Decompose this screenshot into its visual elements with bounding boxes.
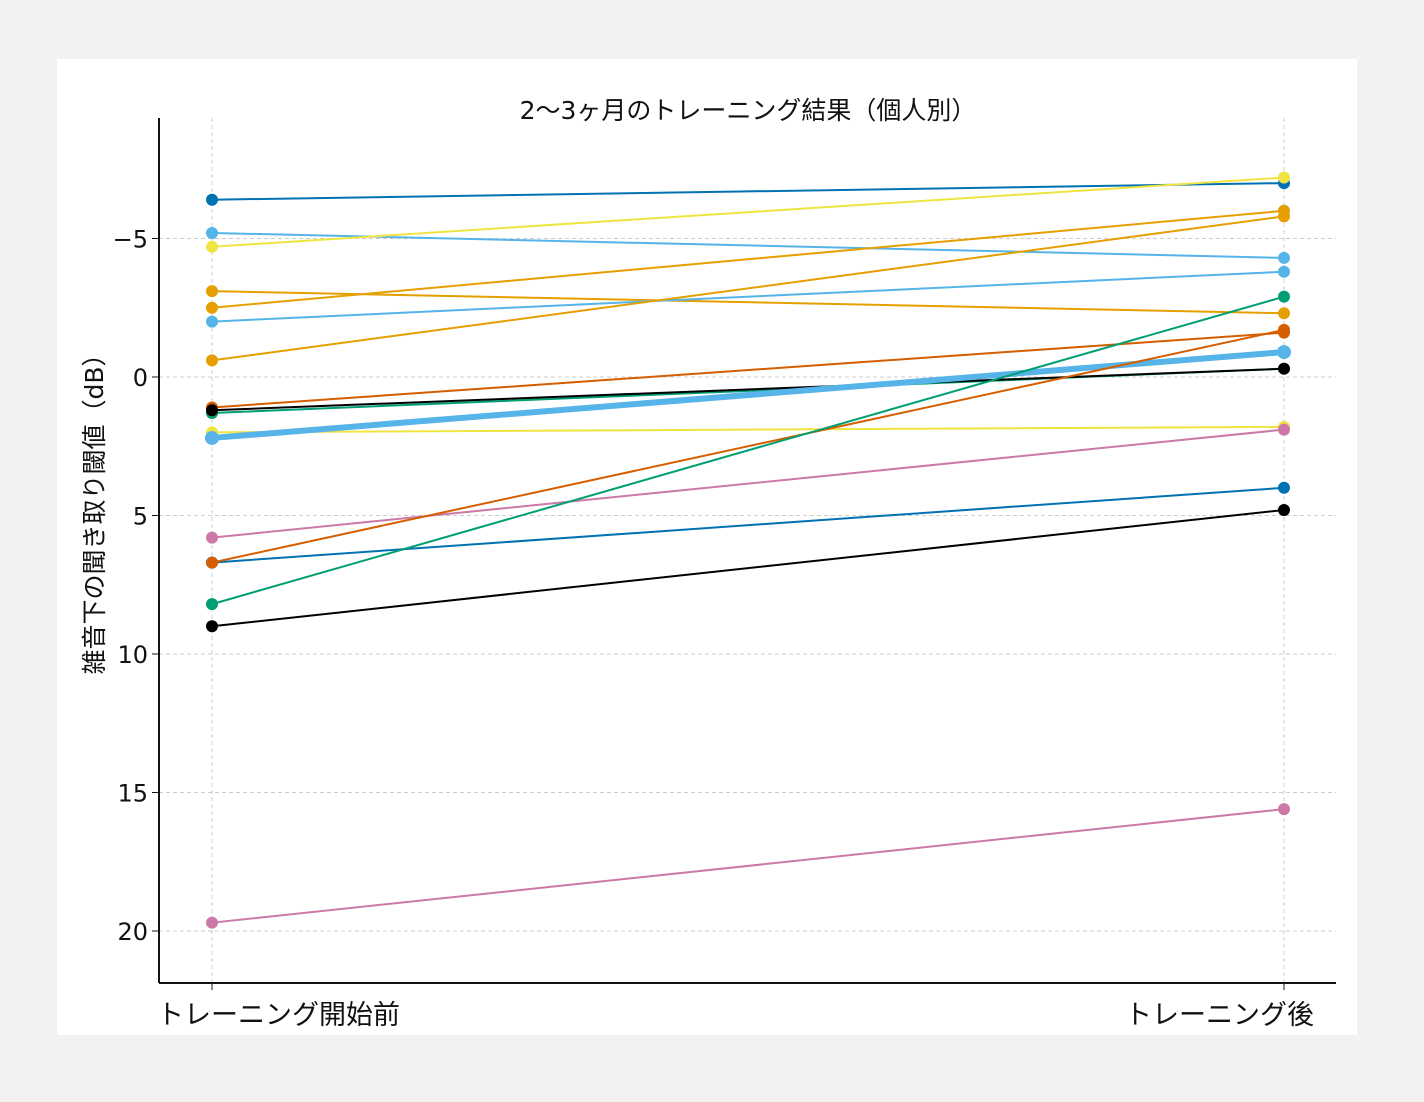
data-point (206, 620, 218, 633)
series-line (211, 425, 1285, 434)
data-point (1278, 803, 1290, 816)
series (206, 265, 1290, 328)
data-point (1278, 251, 1290, 264)
series (206, 423, 1290, 544)
data-point (1278, 307, 1290, 320)
data-point (205, 430, 219, 445)
series-line (211, 808, 1285, 924)
series (206, 362, 1290, 417)
series (206, 803, 1290, 929)
series (206, 210, 1290, 367)
y-tick-label: 5 (133, 503, 148, 531)
chart-panel (57, 59, 1357, 1035)
series (206, 503, 1290, 633)
data-point (206, 354, 218, 367)
data-point (1278, 171, 1290, 184)
series (205, 345, 1291, 445)
series-line (211, 508, 1285, 628)
data-point (206, 916, 218, 929)
series-line (211, 231, 1285, 259)
series-line (211, 290, 1285, 315)
series (206, 323, 1290, 569)
y-tick-label: 10 (117, 641, 148, 669)
data-point (1278, 290, 1290, 303)
series-line (211, 486, 1285, 564)
x-tick-label: トレーニング開始前 (157, 1000, 400, 1031)
data-point (1278, 210, 1290, 223)
series-line (211, 349, 1285, 441)
series (206, 285, 1290, 320)
data-point (1278, 481, 1290, 494)
y-tick-label: 20 (117, 918, 148, 946)
y-axis-label: 雑音下の聞き取り閾値（dB） (80, 341, 109, 674)
y-tick-label: 15 (117, 780, 148, 808)
data-point (1278, 423, 1290, 436)
series (206, 481, 1290, 569)
series (206, 290, 1290, 611)
series (206, 171, 1290, 253)
y-tick-label: −5 (113, 226, 148, 254)
series-line (211, 176, 1285, 248)
data-point (206, 315, 218, 328)
data-point (206, 556, 218, 569)
series (206, 362, 1290, 420)
data-point (206, 226, 218, 239)
series-line (211, 182, 1285, 201)
data-point (206, 598, 218, 611)
x-tick-label: トレーニング後 (1125, 1000, 1314, 1031)
data-point (206, 404, 218, 417)
data-point (1278, 362, 1290, 375)
y-tick-label: 0 (133, 364, 148, 392)
chart-title: 2〜3ヶ月のトレーニング結果（個人別） (520, 96, 977, 125)
series-line (211, 215, 1285, 362)
data-point (1277, 345, 1291, 360)
series-line (211, 295, 1285, 606)
data-point (206, 240, 218, 253)
series (206, 177, 1290, 206)
data-point (206, 531, 218, 544)
data-point (1278, 323, 1290, 336)
data-point (206, 301, 218, 314)
series-line (211, 209, 1285, 309)
data-point (206, 193, 218, 206)
data-point (1278, 503, 1290, 516)
data-point (1278, 265, 1290, 278)
data-point (206, 285, 218, 298)
series-line (211, 367, 1285, 412)
series-line (211, 270, 1285, 323)
series-line (211, 331, 1285, 409)
series-line (211, 428, 1285, 539)
series-line (211, 328, 1285, 564)
series (206, 226, 1290, 264)
